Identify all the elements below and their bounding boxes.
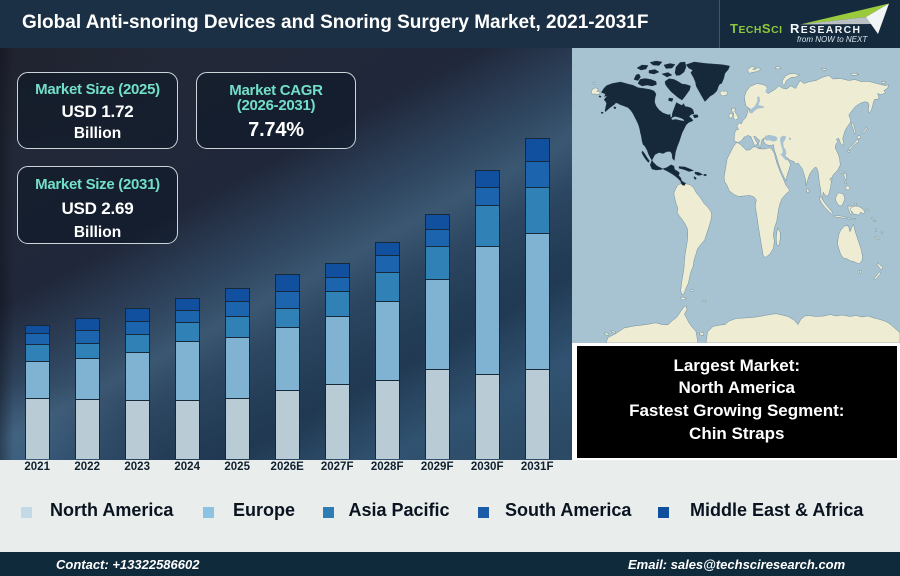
svg-text:TECHSCI: TECHSCI [730, 21, 782, 36]
svg-text:RESEARCH: RESEARCH [790, 21, 861, 36]
svg-text:from NOW to NEXT: from NOW to NEXT [797, 35, 868, 44]
